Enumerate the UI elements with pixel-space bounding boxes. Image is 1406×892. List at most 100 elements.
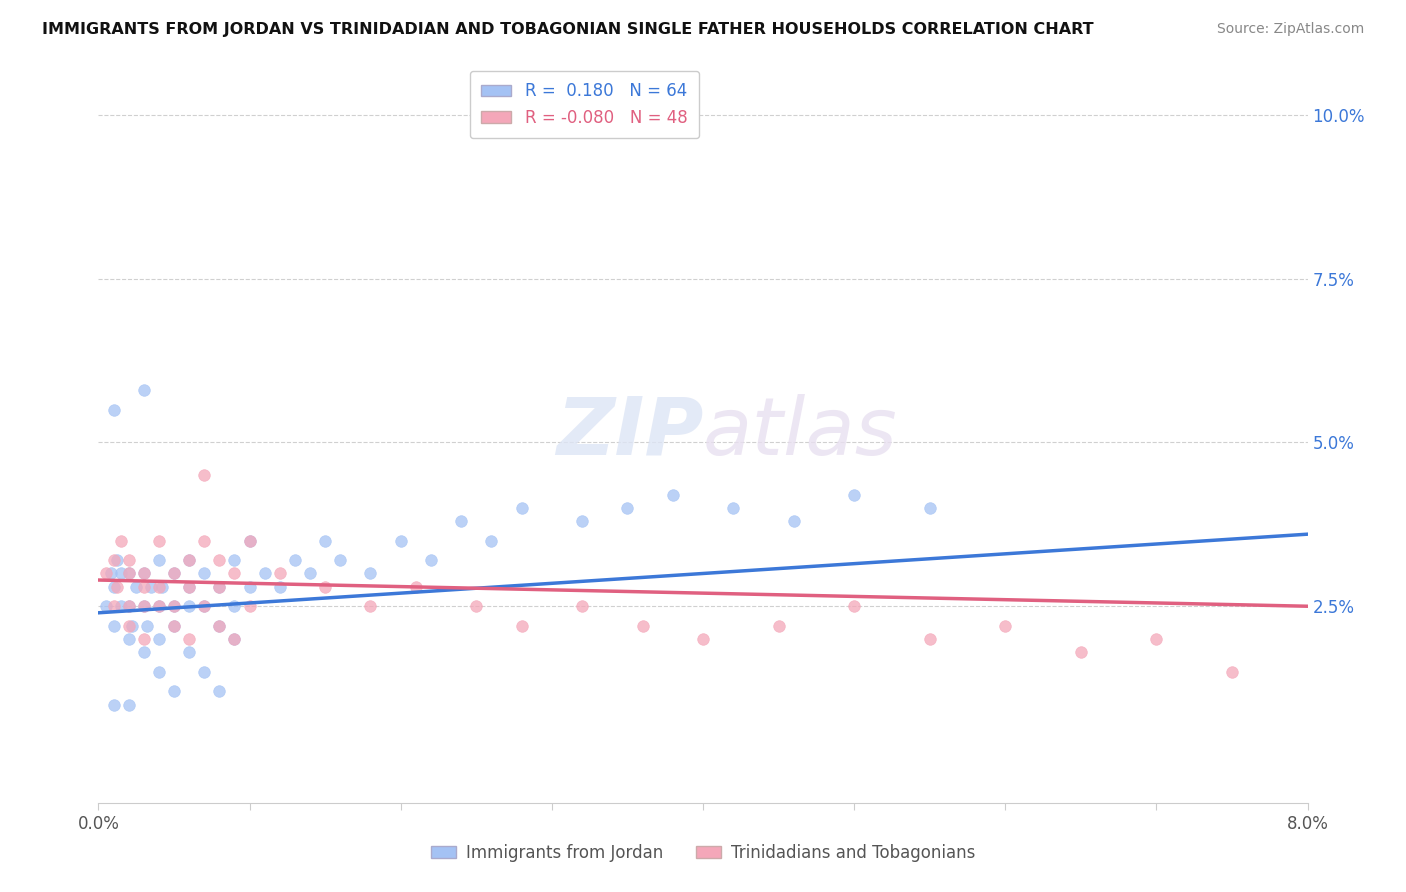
Point [783,514,806,528]
Point [224,632,246,646]
Point [208,619,231,633]
Point [768,619,790,633]
Text: IMMIGRANTS FROM JORDAN VS TRINIDADIAN AND TOBAGONIAN SINGLE FATHER HOUSEHOLDS CO: IMMIGRANTS FROM JORDAN VS TRINIDADIAN AN… [42,22,1094,37]
Point [163,619,186,633]
Point [239,533,262,548]
Point [118,599,141,614]
Point [179,580,201,594]
Point [132,632,155,646]
Point [121,619,143,633]
Point [284,553,307,567]
Point [148,553,170,567]
Point [314,580,336,594]
Point [163,566,186,581]
Point [918,500,941,515]
Point [208,580,231,594]
Point [571,599,593,614]
Point [994,619,1017,633]
Point [100,566,122,581]
Point [132,383,155,397]
Point [132,566,155,581]
Point [103,553,125,567]
Point [360,566,382,581]
Point [103,599,125,614]
Point [510,619,533,633]
Point [253,566,276,581]
Point [269,566,291,581]
Point [465,599,488,614]
Point [118,619,141,633]
Point [118,566,141,581]
Point [193,468,215,483]
Point [224,599,246,614]
Point [103,580,125,594]
Point [118,566,141,581]
Point [193,566,215,581]
Point [179,553,201,567]
Point [571,514,593,528]
Point [239,580,262,594]
Point [141,580,163,594]
Point [132,599,155,614]
Point [314,533,336,548]
Point [179,632,201,646]
Point [110,566,132,581]
Point [269,580,291,594]
Point [148,632,170,646]
Point [148,533,170,548]
Point [420,553,443,567]
Point [148,665,170,679]
Point [208,553,231,567]
Point [1070,645,1092,659]
Text: Source: ZipAtlas.com: Source: ZipAtlas.com [1216,22,1364,37]
Point [510,500,533,515]
Point [110,599,132,614]
Point [179,580,201,594]
Point [481,533,503,548]
Point [661,488,683,502]
Point [118,698,141,712]
Point [148,580,170,594]
Point [360,599,382,614]
Point [405,580,427,594]
Text: atlas: atlas [703,393,898,472]
Point [132,645,155,659]
Point [450,514,472,528]
Point [179,645,201,659]
Point [616,500,638,515]
Point [723,500,745,515]
Point [239,599,262,614]
Point [193,599,215,614]
Point [163,684,186,698]
Point [163,599,186,614]
Point [132,566,155,581]
Point [105,580,128,594]
Point [224,566,246,581]
Point [208,580,231,594]
Point [224,632,246,646]
Point [1146,632,1168,646]
Point [631,619,654,633]
Point [193,665,215,679]
Point [135,619,157,633]
Point [844,488,866,502]
Point [118,553,141,567]
Point [163,599,186,614]
Point [193,533,215,548]
Point [103,402,125,417]
Point [179,599,201,614]
Point [103,698,125,712]
Legend: Immigrants from Jordan, Trinidadians and Tobagonians: Immigrants from Jordan, Trinidadians and… [423,838,983,869]
Point [1220,665,1243,679]
Point [692,632,714,646]
Point [389,533,412,548]
Point [132,580,155,594]
Point [193,599,215,614]
Text: ZIP: ZIP [555,393,703,472]
Point [163,566,186,581]
Point [118,599,141,614]
Point [148,599,170,614]
Point [94,566,117,581]
Point [329,553,352,567]
Point [132,599,155,614]
